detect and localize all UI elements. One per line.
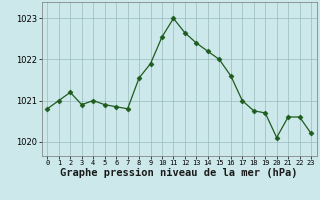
X-axis label: Graphe pression niveau de la mer (hPa): Graphe pression niveau de la mer (hPa) xyxy=(60,168,298,178)
